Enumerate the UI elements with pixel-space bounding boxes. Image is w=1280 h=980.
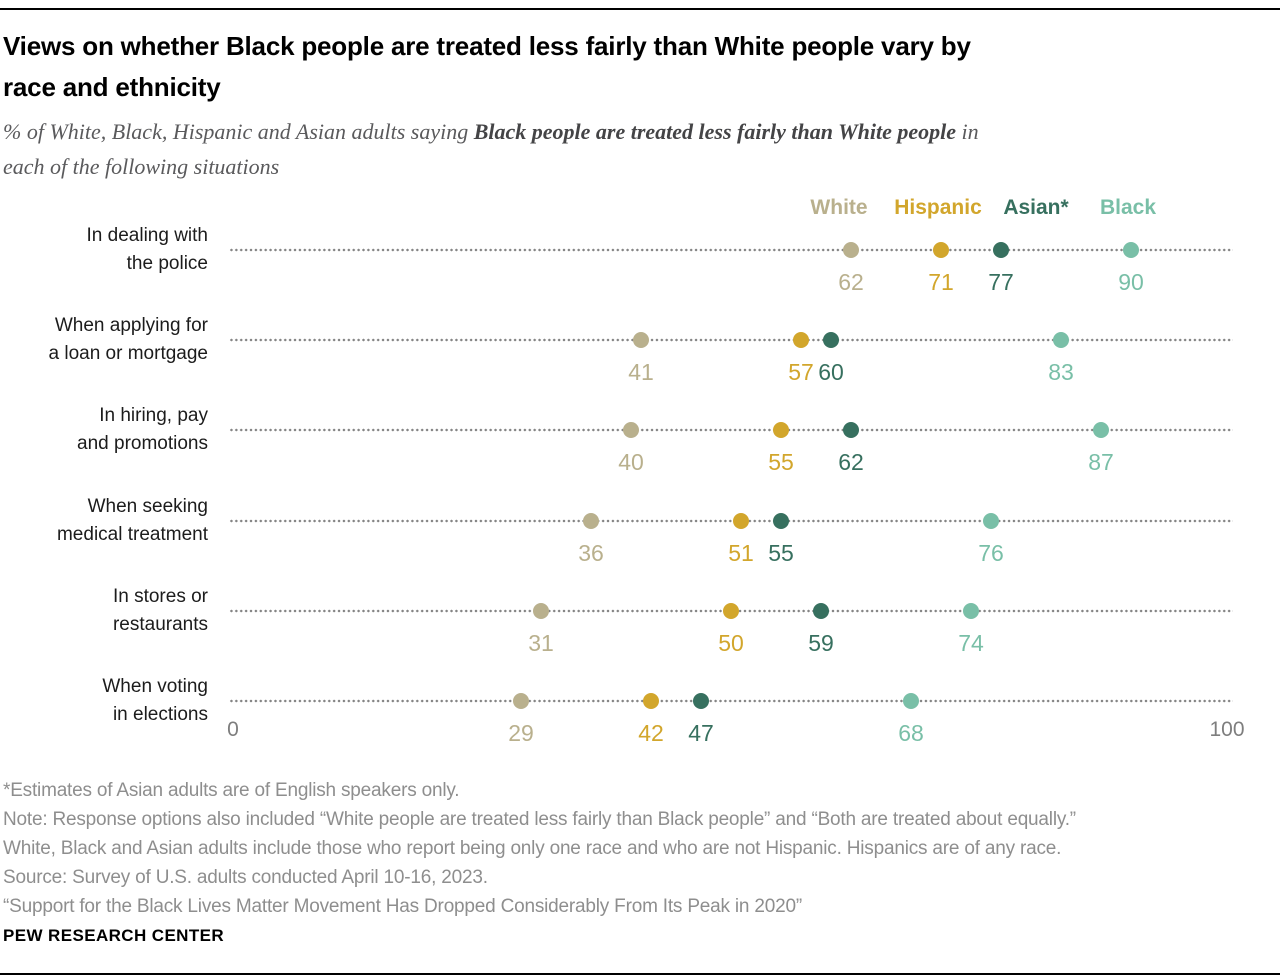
- bottom-rule: [0, 973, 1280, 975]
- value-label-white-5: 29: [508, 720, 534, 746]
- subtitle-suffix: in each of the following situations: [3, 119, 979, 179]
- value-label-hispanic-5: 42: [638, 720, 664, 746]
- legend-item-black: Black: [1099, 196, 1157, 219]
- category-label-3: When seeking medical treatment: [56, 495, 208, 545]
- leader-line-3: [229, 518, 1233, 523]
- value-label-asian-2: 62: [838, 449, 864, 476]
- leader-line-5: [229, 699, 1233, 703]
- data-dot-asian-4: [813, 602, 829, 619]
- value-label-white-4: 31: [528, 629, 554, 656]
- footnote-line-2: White, Black and Asian adults include th…: [3, 838, 1062, 859]
- legend-item-hispanic: Hispanic: [894, 196, 982, 219]
- category-label-0: In dealing with the police: [86, 225, 208, 274]
- data-dot-black-2: [1093, 422, 1109, 439]
- value-label-asian-0: 77: [988, 269, 1014, 295]
- data-dot-hispanic-0: [933, 242, 949, 258]
- leader-line-0: [229, 248, 1233, 252]
- data-dot-hispanic-4: [723, 602, 739, 619]
- data-dot-hispanic-3: [733, 512, 749, 529]
- chart-subtitle: % of White, Black, Hispanic and Asian ad…: [3, 114, 1243, 184]
- subtitle-emphasis: Black people are treated less fairly tha…: [473, 119, 957, 144]
- legend-item-white: White: [810, 196, 868, 219]
- data-dot-asian-5: [693, 693, 709, 709]
- value-label-asian-3: 55: [768, 539, 794, 566]
- data-dot-hispanic-2: [773, 422, 789, 439]
- footnote-line-1: Note: Response options also included “Wh…: [3, 809, 1076, 830]
- value-label-asian-4: 59: [808, 629, 834, 656]
- value-label-hispanic-1: 57: [788, 359, 814, 386]
- data-dot-black-1: [1053, 332, 1069, 349]
- subtitle-prefix: % of White, Black, Hispanic and Asian ad…: [3, 119, 474, 144]
- axis-tick-100: 100: [1209, 718, 1245, 741]
- data-dot-white-5: [513, 693, 529, 709]
- category-label-2: In hiring, pay and promotions: [77, 405, 208, 455]
- data-dot-black-4: [963, 602, 979, 619]
- value-label-hispanic-4: 50: [718, 629, 744, 656]
- legend-item-asian: Asian*: [1003, 196, 1069, 219]
- value-label-black-5: 68: [898, 720, 924, 746]
- value-label-white-1: 41: [628, 359, 654, 386]
- data-dot-hispanic-5: [643, 693, 659, 709]
- data-dot-asian-3: [773, 512, 789, 529]
- leader-line-2: [229, 428, 1233, 433]
- value-label-white-2: 40: [618, 449, 644, 476]
- data-dot-white-4: [533, 602, 549, 619]
- data-dot-white-1: [633, 332, 649, 349]
- value-label-black-3: 76: [978, 539, 1004, 566]
- category-label-5: When voting in elections: [102, 676, 208, 725]
- value-label-white-0: 62: [838, 269, 864, 295]
- data-dot-black-0: [1123, 242, 1139, 258]
- value-label-black-0: 90: [1118, 269, 1144, 295]
- data-dot-asian-0: [993, 242, 1009, 258]
- data-dot-white-2: [623, 422, 639, 439]
- value-label-black-4: 74: [958, 629, 984, 656]
- value-label-hispanic-0: 71: [928, 269, 954, 295]
- value-label-white-3: 36: [578, 539, 604, 566]
- category-label-4: In stores or restaurants: [112, 585, 208, 635]
- data-dot-asian-2: [843, 422, 859, 439]
- data-dot-black-3: [983, 512, 999, 529]
- value-label-asian-5: 47: [688, 720, 714, 746]
- axis-tick-0: 0: [227, 718, 239, 741]
- footnotes: *Estimates of Asian adults are of Englis…: [3, 776, 1273, 921]
- brand-label: PEW RESEARCH CENTER: [3, 926, 225, 945]
- value-label-asian-1: 60: [818, 359, 844, 386]
- footnote-line-0: *Estimates of Asian adults are of Englis…: [3, 780, 460, 801]
- leader-line-1: [229, 338, 1233, 343]
- value-label-black-1: 83: [1048, 359, 1074, 386]
- value-label-black-2: 87: [1088, 449, 1114, 476]
- chart-title: Views on whether Black people are treate…: [3, 31, 971, 102]
- data-dot-hispanic-1: [793, 332, 809, 349]
- data-dot-asian-1: [823, 332, 839, 349]
- data-dot-white-0: [843, 242, 859, 258]
- data-dot-black-5: [903, 693, 919, 709]
- data-dot-white-3: [583, 512, 599, 529]
- value-label-hispanic-2: 55: [768, 449, 794, 476]
- category-label-1: When applying for a loan or mortgage: [48, 315, 209, 365]
- footnote-line-4: “Support for the Black Lives Matter Move…: [3, 896, 802, 917]
- value-label-hispanic-3: 51: [728, 539, 754, 566]
- footnote-line-3: Source: Survey of U.S. adults conducted …: [3, 867, 488, 888]
- top-rule: [0, 8, 1280, 10]
